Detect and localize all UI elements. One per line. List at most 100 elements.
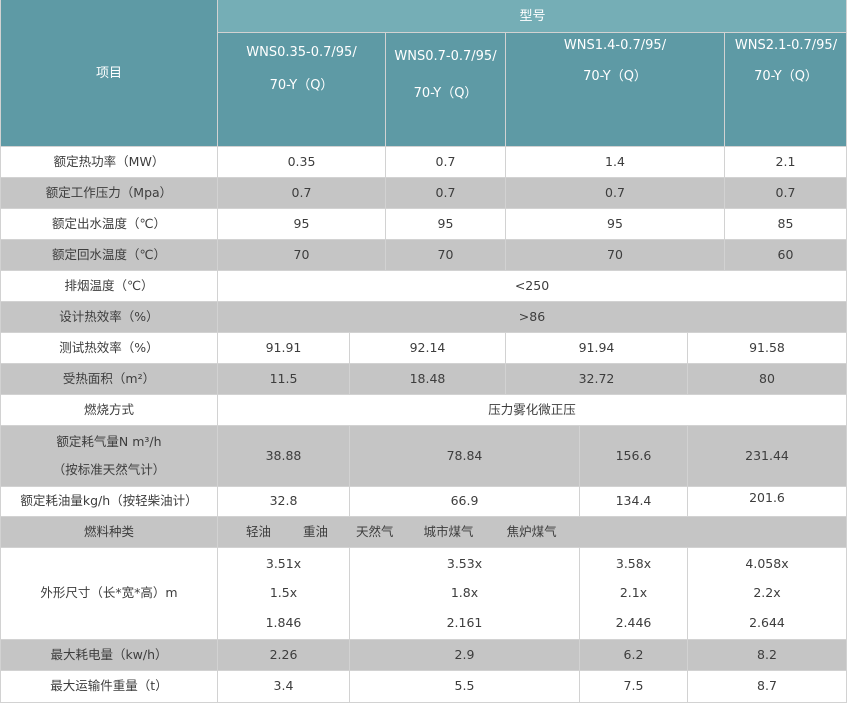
- grid-line: [0, 208, 847, 209]
- table-cell: 32.8: [269, 493, 298, 509]
- row-label-line: （按标准天然气计）: [52, 462, 166, 477]
- fuel-type: 天然气: [356, 523, 394, 539]
- table-cell: 78.84: [446, 447, 483, 463]
- fuel-type-list: 轻油 重油 天然气 城市煤气 焦炉煤气: [218, 517, 846, 547]
- grid-line: [0, 270, 847, 271]
- model-line: WNS2.1-0.7/95/: [734, 38, 838, 53]
- grid-line: [505, 146, 506, 270]
- dimension-value: 1.5x: [269, 585, 298, 601]
- grid-line: [0, 146, 847, 147]
- model-line: 70-Y（Q）: [754, 69, 818, 84]
- dimension-value: 3.53x: [446, 555, 483, 571]
- grid-line: [0, 177, 847, 178]
- table-cell: 18.48: [409, 370, 446, 386]
- table-cell: 0.7: [435, 153, 456, 169]
- row-label: 额定出水温度（℃）: [51, 215, 167, 231]
- table-cell: 3.4: [273, 678, 294, 694]
- dimension-value: 2.161: [446, 614, 483, 630]
- table-cell: 95: [293, 215, 310, 231]
- model-header-4: WNS2.1-0.7/95/ 70-Y（Q）: [725, 33, 847, 146]
- dimension-cell: 3.53x 1.8x 2.161: [350, 548, 579, 639]
- table-cell: 95: [607, 215, 623, 231]
- table-cell: 91.94: [578, 339, 615, 355]
- table-cell: 85: [777, 215, 794, 231]
- table-cell: 70: [293, 246, 310, 262]
- grid-line: [217, 0, 218, 703]
- grid-line: [0, 301, 847, 302]
- table-cell: 156.6: [615, 447, 652, 463]
- row-bg: [0, 517, 847, 548]
- table-cell: 0.7: [435, 184, 456, 200]
- table-cell: 32.72: [578, 370, 615, 386]
- grid-line: [349, 332, 350, 394]
- item-header: 项目: [95, 65, 122, 81]
- table-cell: 2.1: [775, 153, 796, 169]
- dimension-cell: 3.58x 2.1x 2.446: [580, 548, 687, 639]
- dimension-value: 2.446: [615, 614, 652, 630]
- table-cell: 2.26: [269, 646, 298, 662]
- table-cell: 92.14: [409, 339, 446, 355]
- model-line: 70-Y（Q）: [269, 78, 334, 93]
- model-line: WNS1.4-0.7/95/: [563, 38, 667, 53]
- table-cell: 201.6: [749, 489, 785, 505]
- row-label: 燃料种类: [83, 523, 134, 539]
- grid-line: [0, 486, 847, 487]
- grid-line: [687, 425, 688, 516]
- dimension-value: 2.2x: [753, 585, 781, 601]
- table-cell: 0.35: [287, 153, 316, 169]
- table-cell: 0.7: [605, 184, 625, 200]
- grid-line: [349, 425, 350, 516]
- grid-line: [0, 702, 847, 703]
- table-cell: 5.5: [454, 678, 475, 694]
- fuel-type: 城市煤气: [423, 523, 474, 539]
- grid-line: [724, 33, 725, 146]
- row-label: 额定耗气量N m³/h （按标准天然气计）: [0, 426, 218, 486]
- table-cell: 95: [437, 215, 454, 231]
- table-cell: 134.4: [615, 493, 652, 509]
- table-cell: >86: [518, 308, 546, 324]
- grid-line: [505, 33, 506, 146]
- row-label: 额定耗油量kg/h（按轻柴油计）: [20, 493, 198, 509]
- dimension-value: 1.846: [265, 614, 302, 630]
- grid-line: [385, 33, 386, 146]
- table-cell: 1.4: [605, 153, 625, 169]
- table-cell: 0.7: [291, 184, 312, 200]
- row-label: 最大耗电量（kw/h）: [50, 646, 168, 662]
- table-cell: 2.9: [454, 646, 475, 662]
- fuel-type: 焦炉煤气: [506, 523, 557, 539]
- grid-line: [0, 425, 847, 426]
- table-cell: 70: [437, 246, 454, 262]
- table-cell: 38.88: [265, 447, 302, 463]
- table-cell: 11.5: [269, 370, 298, 386]
- model-line: WNS0.35-0.7/95/: [246, 45, 357, 60]
- grid-line: [0, 394, 847, 395]
- dimension-value: 2.1x: [619, 585, 648, 601]
- row-label: 排烟温度（℃）: [64, 277, 154, 293]
- row-label: 额定热功率（MW）: [53, 153, 165, 169]
- dimension-value: 3.58x: [615, 555, 652, 571]
- table-cell: 80: [759, 370, 775, 386]
- row-bg: [0, 178, 847, 209]
- grid-line: [687, 332, 688, 394]
- dimension-value: 3.51x: [265, 555, 302, 571]
- grid-line: [0, 0, 1, 703]
- grid-line: [349, 547, 350, 702]
- table-cell: 8.7: [757, 678, 777, 694]
- table-cell: 91.58: [749, 339, 785, 355]
- dimension-cell: 4.058x 2.2x 2.644: [688, 548, 846, 639]
- dimension-value: 4.058x: [745, 555, 789, 571]
- dimension-value: 2.644: [749, 614, 785, 630]
- row-label: 设计热效率（%）: [59, 308, 159, 324]
- grid-line: [0, 639, 847, 640]
- dimension-value: 1.8x: [450, 585, 479, 601]
- header-model-band: [218, 0, 847, 33]
- fuel-type: 轻油: [246, 523, 272, 539]
- table-cell: 8.2: [757, 646, 777, 662]
- grid-line: [579, 425, 580, 516]
- row-bg: [0, 302, 847, 333]
- model-header: 型号: [519, 9, 546, 24]
- table-cell: <250: [514, 277, 550, 293]
- grid-line: [0, 547, 847, 548]
- grid-line: [0, 363, 847, 364]
- dimension-cell: 3.51x 1.5x 1.846: [218, 548, 349, 639]
